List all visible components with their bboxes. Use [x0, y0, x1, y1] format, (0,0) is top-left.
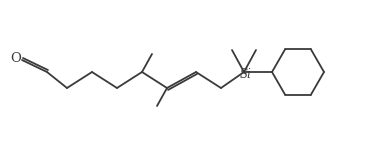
- Text: O: O: [10, 53, 21, 66]
- Text: Si: Si: [240, 67, 252, 80]
